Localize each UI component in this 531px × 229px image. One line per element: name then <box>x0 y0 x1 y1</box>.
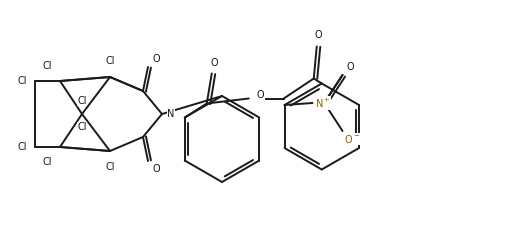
Text: N: N <box>167 109 174 119</box>
Text: Cl: Cl <box>17 142 27 152</box>
Text: Cl: Cl <box>77 96 87 106</box>
Text: Cl: Cl <box>77 122 87 132</box>
Text: O: O <box>211 58 219 68</box>
Text: O: O <box>152 54 160 64</box>
Text: Cl: Cl <box>17 76 27 86</box>
Text: O: O <box>257 90 264 101</box>
Text: Cl: Cl <box>105 162 115 172</box>
Text: Cl: Cl <box>42 61 52 71</box>
Text: Cl: Cl <box>105 56 115 66</box>
Text: O$^-$: O$^-$ <box>345 133 361 145</box>
Text: O: O <box>152 164 160 174</box>
Text: O: O <box>315 30 322 39</box>
Text: Cl: Cl <box>42 157 52 167</box>
Text: N$^+$: N$^+$ <box>315 96 330 109</box>
Text: O: O <box>347 62 354 72</box>
